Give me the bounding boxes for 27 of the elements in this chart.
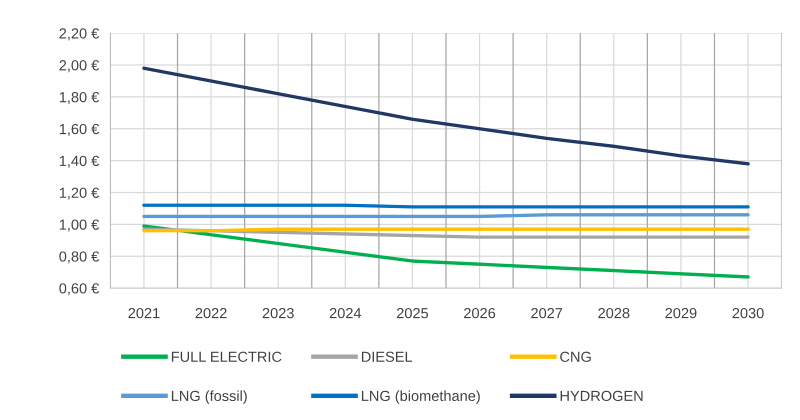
- line-series: [142, 224, 750, 279]
- y-tick-label: 2,00 €: [59, 60, 100, 72]
- x-tick-label: 2026: [464, 308, 496, 318]
- x-tick-label: 2024: [330, 308, 362, 318]
- y-tick-label: 1,40 €: [60, 156, 100, 168]
- x-tick-label: 2027: [531, 308, 562, 318]
- y-tick-label: 2,20 €: [59, 28, 100, 40]
- legend-label: DIESEL: [362, 352, 412, 362]
- x-tick-label: 2021: [128, 308, 160, 318]
- y-tick-label: 0,80 €: [59, 251, 100, 264]
- legend-label: LNG (fossil): [172, 390, 247, 404]
- line-series: [142, 66, 750, 166]
- legend-label: FULL ELECTRIC: [172, 352, 282, 362]
- x-tick-label: 2030: [732, 308, 764, 318]
- x-tick-label: 2023: [262, 308, 294, 318]
- y-tick-label: 1,00 €: [60, 219, 100, 232]
- y-tick-label: 1,60 €: [60, 124, 100, 136]
- y-tick-label: 0,60 €: [59, 283, 100, 296]
- x-tick-label: 2029: [665, 308, 696, 318]
- x-tick-label: 2025: [396, 308, 428, 318]
- x-tick-label: 2028: [598, 308, 630, 318]
- legend-label: LNG (biomethane): [362, 390, 480, 404]
- y-tick-label: 1,80 €: [60, 92, 100, 104]
- legend-label: HYDROGEN: [560, 390, 643, 402]
- x-tick-label: 2022: [196, 308, 227, 318]
- legend-label: CNG: [560, 352, 591, 362]
- y-tick-label: 1,20 €: [60, 188, 100, 200]
